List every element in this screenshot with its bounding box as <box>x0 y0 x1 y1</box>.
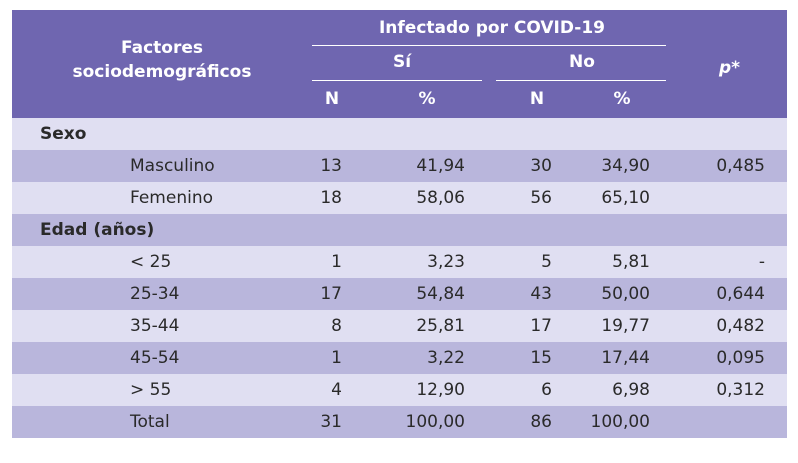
cell-p-value: 0,485 <box>716 156 765 176</box>
cell-p-value: 0,644 <box>716 284 765 304</box>
table-row: 25-34 17 54,84 43 50,00 0,644 <box>12 278 787 310</box>
cell-n-si: 13 <box>320 156 342 176</box>
header-n-no: N <box>529 89 545 109</box>
cell-pct-no: 6,98 <box>612 380 650 400</box>
table-row: 45-54 1 3,22 15 17,44 0,095 <box>12 342 787 374</box>
header-infected: Infectado por COVID-19 <box>378 18 606 38</box>
cell-pct-no: 17,44 <box>601 348 650 368</box>
header-n-si: N <box>324 89 340 109</box>
cell-pct-si: 3,22 <box>427 348 465 368</box>
row-label: 35-44 <box>130 316 180 336</box>
header-factors: Factores sociodemográficos <box>12 36 312 84</box>
row-label: 25-34 <box>130 284 180 304</box>
cell-p-value: 0,095 <box>716 348 765 368</box>
header-p-value: p* <box>718 58 741 78</box>
row-label: Femenino <box>130 188 213 208</box>
cell-n-no: 5 <box>541 252 552 272</box>
group-row: Edad (años) <box>12 214 787 246</box>
cell-pct-no: 5,81 <box>612 252 650 272</box>
cell-p-value: - <box>758 252 765 272</box>
cell-pct-no: 50,00 <box>601 284 650 304</box>
cell-pct-si: 58,06 <box>416 188 465 208</box>
cell-n-no: 6 <box>541 380 552 400</box>
row-label: Masculino <box>130 156 215 176</box>
cell-n-si: 17 <box>320 284 342 304</box>
cell-p-value: 0,482 <box>716 316 765 336</box>
header-pct-si: % <box>418 89 436 109</box>
cell-pct-no: 65,10 <box>601 188 650 208</box>
cell-n-si: 18 <box>320 188 342 208</box>
table-row: > 55 4 12,90 6 6,98 0,312 <box>12 374 787 406</box>
cell-n-si: 31 <box>320 412 342 432</box>
cell-n-no: 56 <box>530 188 552 208</box>
cell-n-no: 17 <box>530 316 552 336</box>
cell-pct-si: 41,94 <box>416 156 465 176</box>
table: Factores sociodemográficos Infectado por… <box>12 10 787 455</box>
cell-pct-no: 100,00 <box>590 412 650 432</box>
group-row: Sexo <box>12 118 787 150</box>
header-divider <box>496 80 666 81</box>
cell-n-si: 1 <box>331 348 342 368</box>
header-divider <box>312 80 482 81</box>
cell-pct-si: 12,90 <box>416 380 465 400</box>
header-no: No <box>569 52 595 72</box>
row-label: > 55 <box>130 380 172 400</box>
cell-n-no: 86 <box>530 412 552 432</box>
header-factors-line2: sociodemográficos <box>72 62 252 82</box>
header-divider <box>312 45 666 46</box>
cell-n-no: 43 <box>530 284 552 304</box>
row-label: 45-54 <box>130 348 180 368</box>
table-row: Femenino 18 58,06 56 65,10 <box>12 182 787 214</box>
cell-pct-si: 100,00 <box>405 412 465 432</box>
cell-n-si: 4 <box>331 380 342 400</box>
table-row: < 25 1 3,23 5 5,81 - <box>12 246 787 278</box>
cell-pct-si: 3,23 <box>427 252 465 272</box>
row-label: < 25 <box>130 252 172 272</box>
group-label: Edad (años) <box>40 220 155 240</box>
cell-n-no: 30 <box>530 156 552 176</box>
header-pct-no: % <box>613 89 631 109</box>
cell-pct-no: 19,77 <box>601 316 650 336</box>
table-row: Masculino 13 41,94 30 34,90 0,485 <box>12 150 787 182</box>
group-label: Sexo <box>40 124 87 144</box>
table-row: Total 31 100,00 86 100,00 <box>12 406 787 438</box>
table-header: Factores sociodemográficos Infectado por… <box>12 10 787 118</box>
cell-pct-si: 54,84 <box>416 284 465 304</box>
cell-pct-no: 34,90 <box>601 156 650 176</box>
cell-n-si: 1 <box>331 252 342 272</box>
header-si: Sí <box>392 52 412 72</box>
table-row: 35-44 8 25,81 17 19,77 0,482 <box>12 310 787 342</box>
cell-n-si: 8 <box>331 316 342 336</box>
cell-pct-si: 25,81 <box>416 316 465 336</box>
row-label: Total <box>130 412 170 432</box>
cell-n-no: 15 <box>530 348 552 368</box>
cell-p-value: 0,312 <box>716 380 765 400</box>
header-factors-line1: Factores <box>120 38 203 58</box>
